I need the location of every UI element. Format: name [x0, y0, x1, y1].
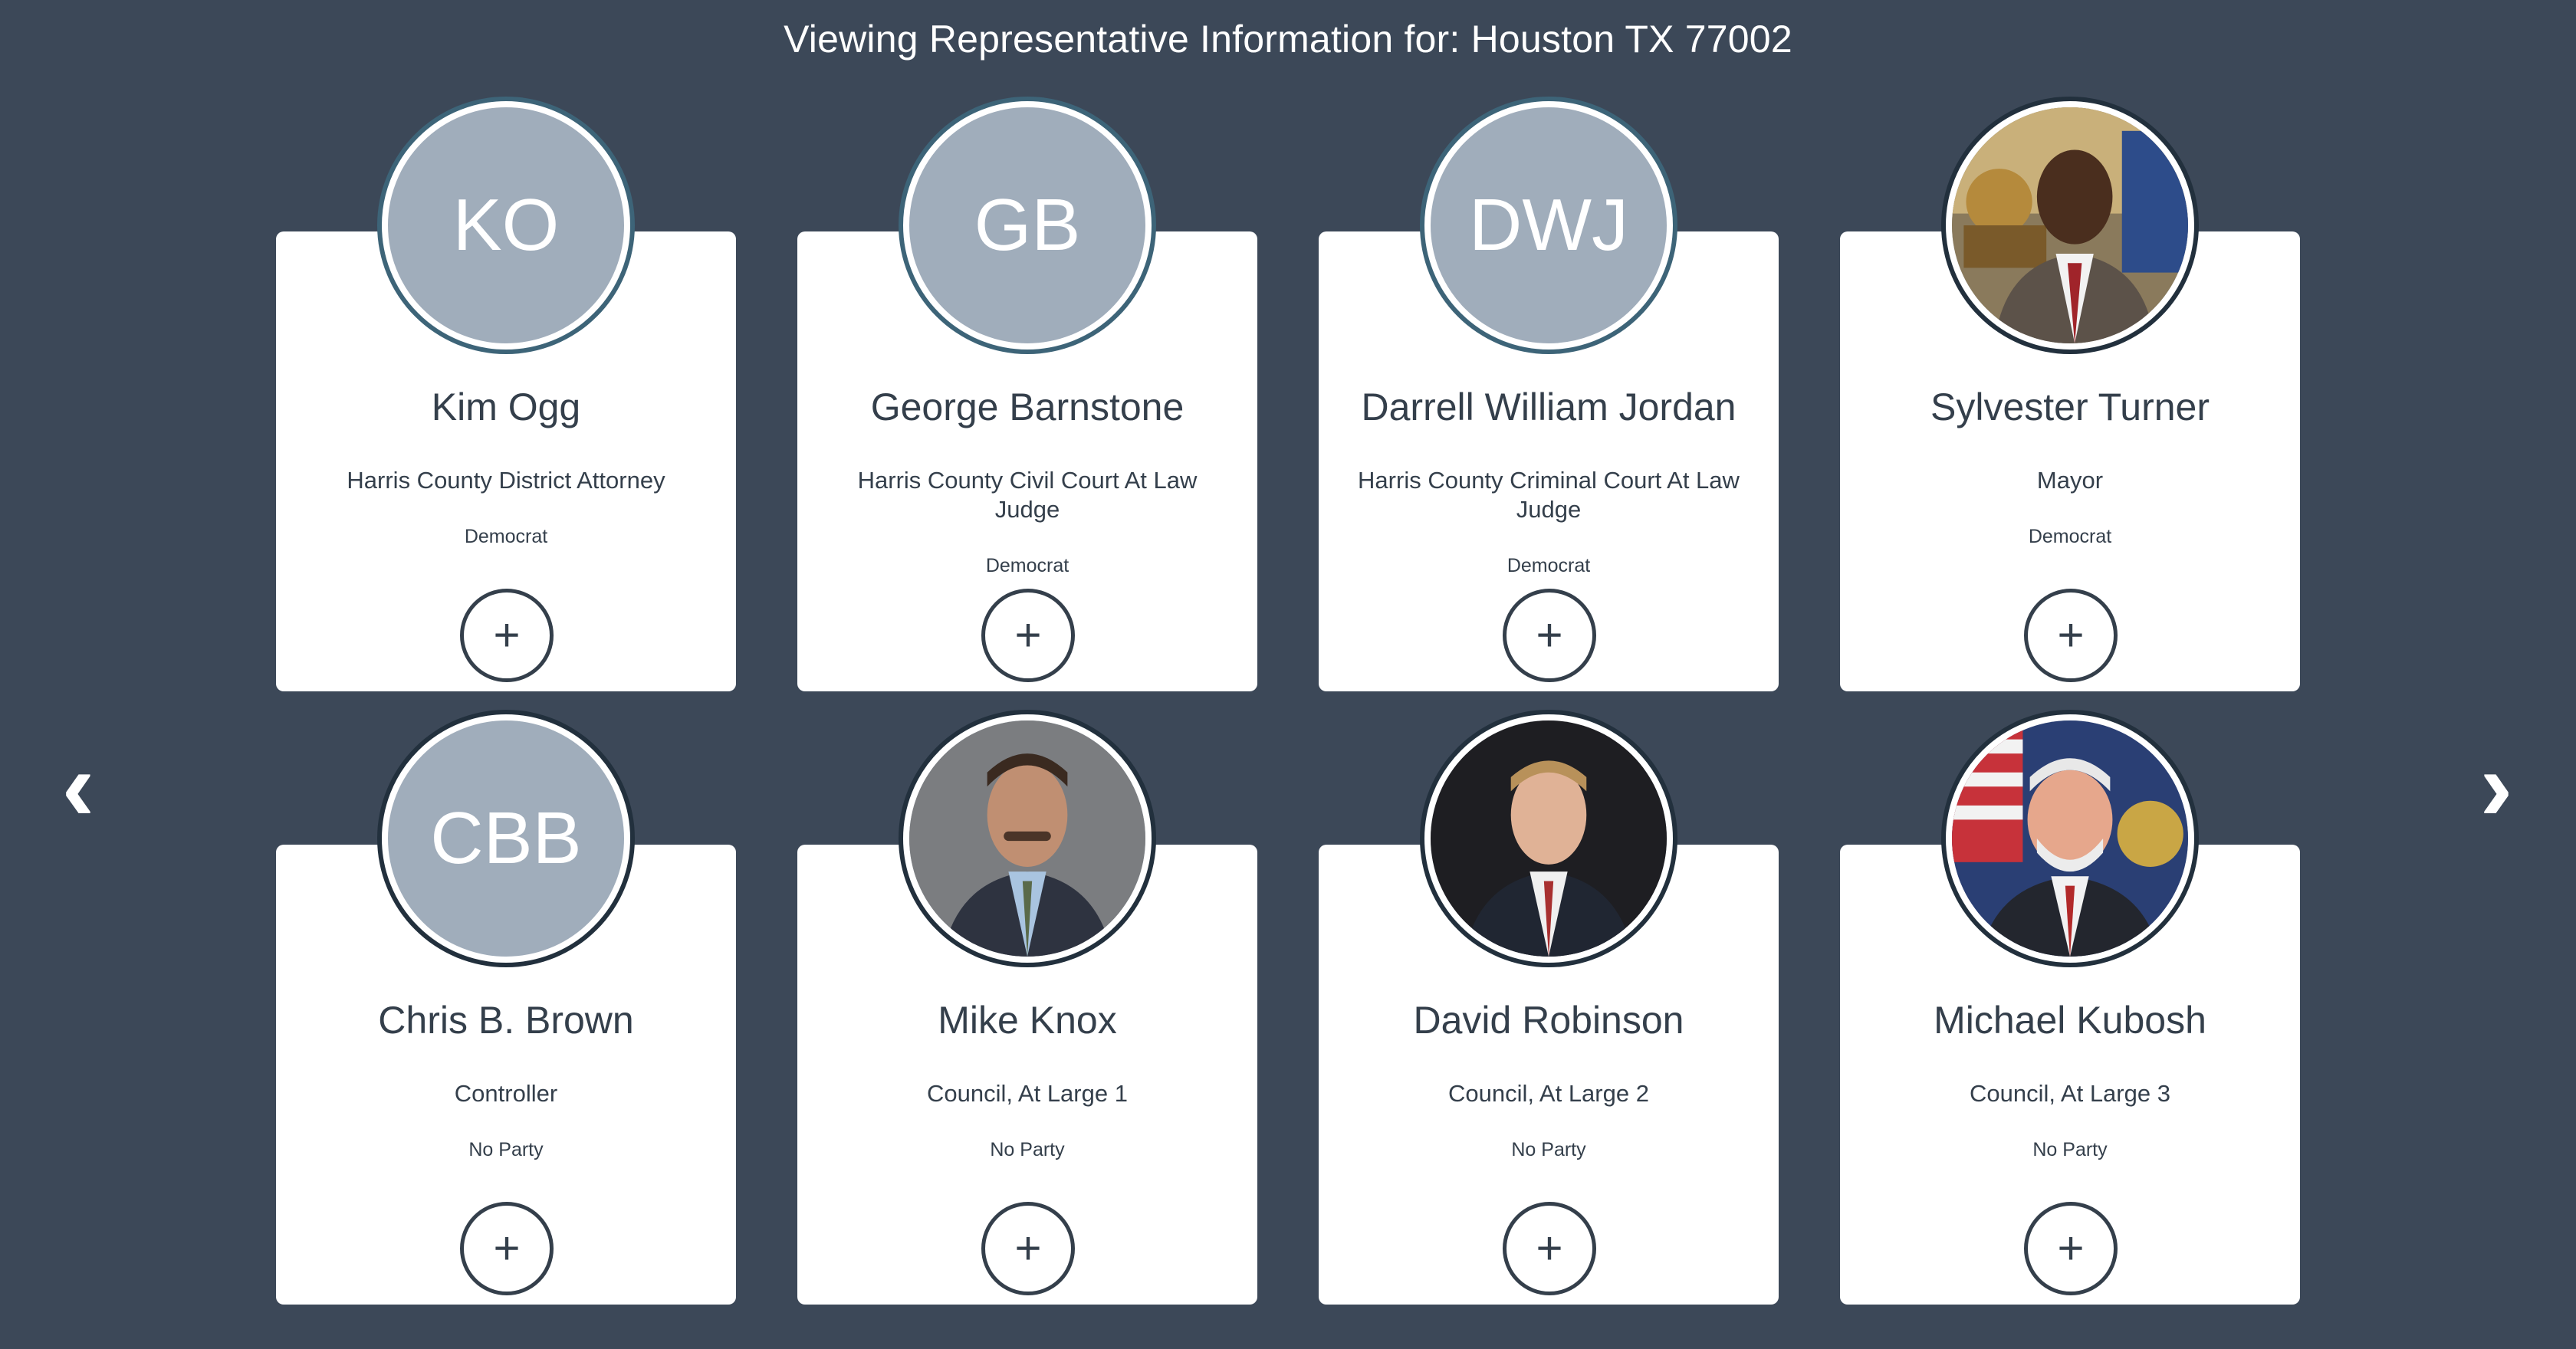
representative-office: Harris County Civil Court At Law Judge: [857, 467, 1198, 523]
representative-name: Mike Knox: [938, 999, 1117, 1042]
representative-office: Council, At Large 2: [1448, 1080, 1649, 1107]
add-representative-button[interactable]: +: [981, 589, 1075, 682]
avatar-photo: [1946, 101, 2194, 350]
representative-office: Harris County District Attorney: [347, 467, 665, 494]
representative-party: No Party: [1511, 1139, 1586, 1160]
portrait-photo-icon: [1431, 720, 1667, 957]
representative-name: Sylvester Turner: [1930, 386, 2210, 428]
representative-party: Democrat: [1506, 555, 1591, 576]
avatar-photo: [1946, 714, 2194, 963]
representative-party: No Party: [2032, 1139, 2108, 1160]
representative-name: Darrell William Jordan: [1361, 386, 1737, 428]
portrait-photo-icon: [1952, 107, 2188, 343]
next-arrow-icon[interactable]: ›: [2479, 730, 2513, 842]
avatar-initials: DWJ: [1424, 101, 1673, 350]
previous-arrow-icon[interactable]: ‹: [61, 730, 95, 842]
representative-card: Michael Kubosh Council, At Large 3 No Pa…: [1840, 714, 2300, 1305]
representative-office: Controller: [454, 1080, 558, 1107]
representative-name: David Robinson: [1413, 999, 1684, 1042]
avatar-initials: KO: [382, 101, 630, 350]
avatar-photo: [903, 714, 1152, 963]
avatar-initials: GB: [903, 101, 1152, 350]
representative-name: Chris B. Brown: [378, 999, 634, 1042]
representative-office: Mayor: [2036, 467, 2104, 494]
avatar-initials: CBB: [382, 714, 630, 963]
representative-card: DWJ Darrell William Jordan Harris County…: [1319, 101, 1779, 691]
representative-party: Democrat: [2028, 526, 2112, 547]
add-representative-button[interactable]: +: [460, 1202, 554, 1295]
page-title: Viewing Representative Information for: …: [784, 18, 1792, 61]
representative-card: Sylvester Turner Mayor Democrat +: [1840, 101, 2300, 691]
representative-office: Council, At Large 1: [927, 1080, 1128, 1107]
representative-office: Council, At Large 3: [1970, 1080, 2170, 1107]
representative-card: David Robinson Council, At Large 2 No Pa…: [1319, 714, 1779, 1305]
portrait-photo-icon: [909, 720, 1145, 957]
representative-party: No Party: [468, 1139, 544, 1160]
representative-party: Democrat: [464, 526, 548, 547]
representative-card: KO Kim Ogg Harris County District Attorn…: [276, 101, 736, 691]
representative-office: Harris County Criminal Court At Law Judg…: [1358, 467, 1740, 523]
representative-card: CBB Chris B. Brown Controller No Party +: [276, 714, 736, 1305]
representative-name: Kim Ogg: [431, 386, 581, 428]
add-representative-button[interactable]: +: [2024, 1202, 2118, 1295]
representative-card: Mike Knox Council, At Large 1 No Party +: [797, 714, 1257, 1305]
add-representative-button[interactable]: +: [2024, 589, 2118, 682]
representative-name: George Barnstone: [870, 386, 1184, 428]
add-representative-button[interactable]: +: [460, 589, 554, 682]
avatar-photo: [1424, 714, 1673, 963]
add-representative-button[interactable]: +: [981, 1202, 1075, 1295]
add-representative-button[interactable]: +: [1503, 1202, 1596, 1295]
representative-party: Democrat: [985, 555, 1070, 576]
portrait-photo-icon: [1952, 720, 2188, 957]
representative-party: No Party: [990, 1139, 1065, 1160]
representative-name: Michael Kubosh: [1934, 999, 2206, 1042]
representative-grid: KO Kim Ogg Harris County District Attorn…: [276, 101, 2300, 1305]
add-representative-button[interactable]: +: [1503, 589, 1596, 682]
representative-card: GB George Barnstone Harris County Civil …: [797, 101, 1257, 691]
